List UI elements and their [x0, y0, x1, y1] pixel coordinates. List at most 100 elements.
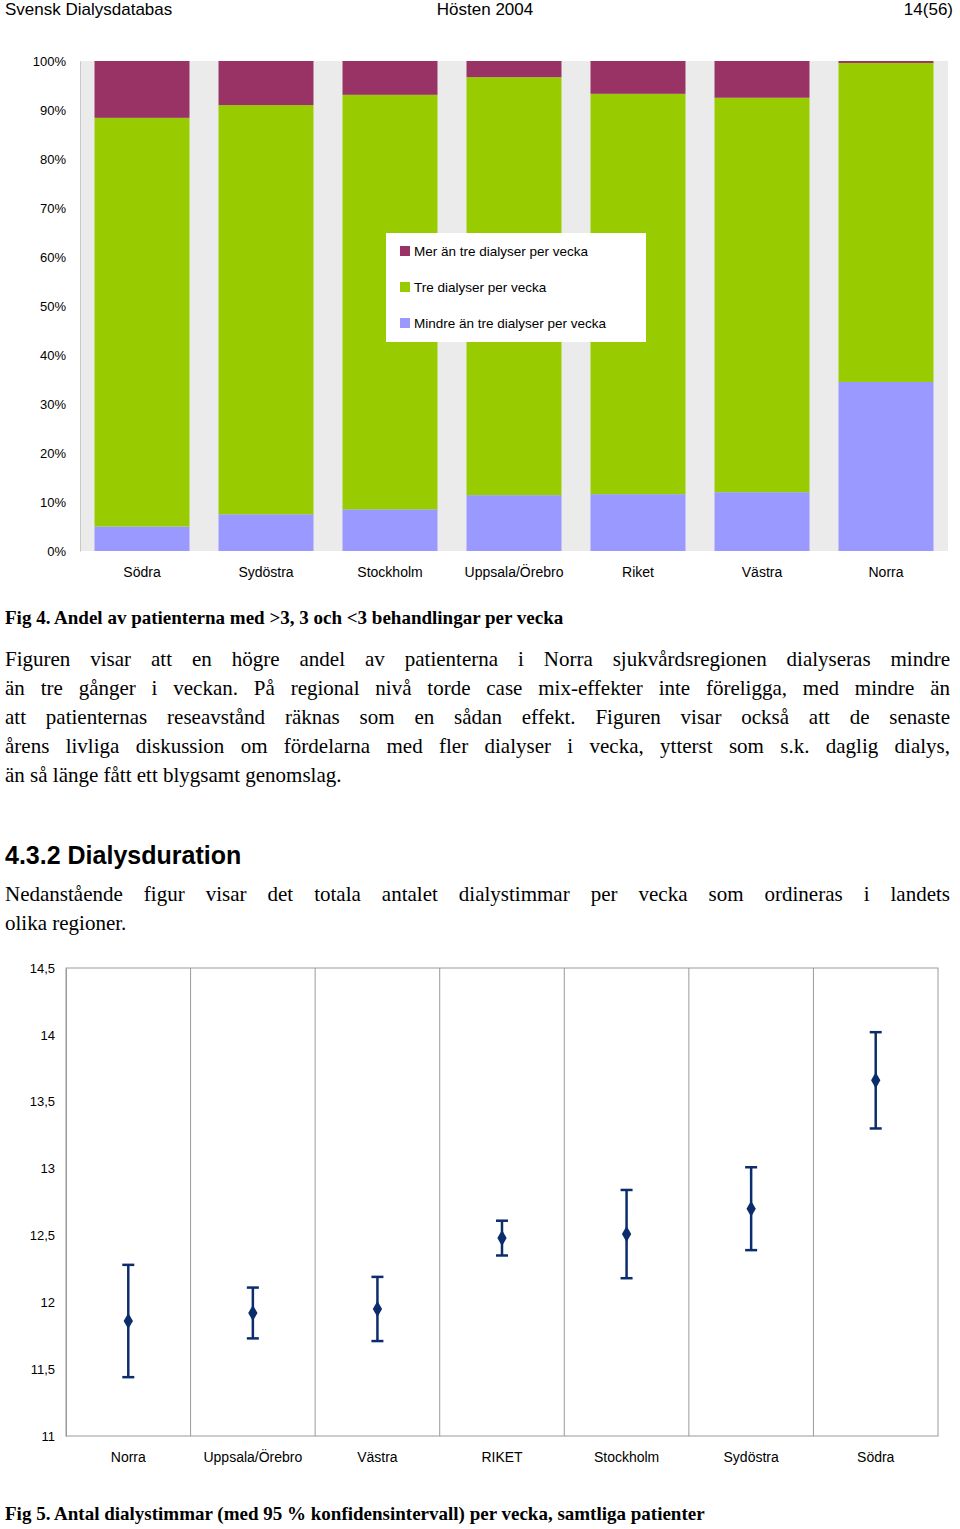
bar [219, 61, 314, 105]
y-tick-label: 60% [40, 250, 66, 265]
y-tick-label: 30% [40, 397, 66, 412]
y-tick-label: 13,5 [30, 1094, 55, 1109]
x-tick: Södra [857, 1436, 895, 1465]
x-tick-label: Sydöstra [238, 564, 293, 580]
y-tick-label: 14 [41, 1028, 55, 1043]
x-tick: Sydöstra [238, 551, 293, 580]
paragraph-line: än så länge fått ett blygsamt genomslag. [5, 761, 950, 790]
y-tick: 80% [40, 152, 80, 167]
y-tick: 14 [41, 1028, 66, 1043]
x-tick: RIKET [481, 1436, 523, 1465]
y-tick: 90% [40, 103, 80, 118]
point [248, 1305, 257, 1321]
bar [467, 61, 562, 77]
category-separator [315, 968, 316, 1436]
y-axis: 0% 10% 20% 30% 40% 50% 60% 70% 80% 90% 100% [33, 54, 81, 559]
x-tick-label: RIKET [481, 1449, 523, 1465]
error-bar [870, 1032, 882, 1128]
y-tick: 50% [40, 299, 80, 314]
y-tick: 20% [40, 446, 80, 461]
x-tick-label: Västra [357, 1449, 398, 1465]
bar [95, 61, 190, 118]
point [373, 1301, 382, 1317]
y-tick-label: 11 [42, 1429, 56, 1444]
y-tick-label: 13 [41, 1161, 55, 1176]
x-tick: Riket [622, 551, 654, 580]
paragraph-line: årens livliga diskussion om fördelarna m… [5, 732, 950, 761]
bar [95, 527, 190, 552]
bar [839, 382, 934, 551]
point [497, 1230, 506, 1246]
legend-swatch [400, 282, 410, 292]
x-tick: Västra [357, 1436, 398, 1465]
error-bar [371, 1277, 383, 1341]
figure-caption: Fig 4. Andel av patienterna med >3, 3 oc… [5, 607, 563, 629]
x-tick-label: Stockholm [357, 564, 422, 580]
legend-box [386, 233, 646, 342]
error-bar-cap [745, 1166, 757, 1169]
y-tick-label: 10% [40, 495, 66, 510]
error-bar [247, 1288, 259, 1339]
x-tick: Uppsala/Örebro [203, 1436, 302, 1465]
error-bar-cap [870, 1031, 882, 1034]
point [124, 1313, 133, 1329]
bar [715, 61, 810, 98]
y-tick-label: 12 [41, 1295, 55, 1310]
error-bar-cap [621, 1277, 633, 1280]
x-axis: NorraUppsala/ÖrebroVästraRIKETStockholmS… [111, 1436, 895, 1465]
y-tick: 13,5 [30, 1094, 66, 1109]
y-tick-label: 14,5 [30, 961, 55, 976]
bar [591, 494, 686, 551]
header-left: Svensk Dialysdatabas [5, 0, 172, 20]
paragraph-line: att patienternas reseavstånd räknas som … [5, 703, 950, 732]
bar [467, 495, 562, 551]
legend-swatch [400, 318, 410, 328]
x-tick-label: Norra [111, 1449, 146, 1465]
figure-caption: Fig 5. Antal dialystimmar (med 95 % konf… [5, 1503, 705, 1525]
point [746, 1201, 755, 1217]
plot-frame [66, 968, 938, 1436]
legend-label: Tre dialyser per vecka [414, 280, 547, 295]
paragraph-line: olika regioner. [5, 909, 950, 938]
y-tick-label: 0% [47, 544, 66, 559]
bar [219, 514, 314, 551]
paragraph-line: än tre gånger i veckan. På regional nivå… [5, 674, 950, 703]
y-tick-label: 40% [40, 348, 66, 363]
x-tick: Stockholm [357, 551, 422, 580]
y-tick-label: 70% [40, 201, 66, 216]
y-tick: 13 [41, 1161, 66, 1176]
error-bar-cap [247, 1286, 259, 1289]
y-tick-label: 20% [40, 446, 66, 461]
category-separator [688, 968, 689, 1436]
error-bar-cap [371, 1340, 383, 1343]
x-axis: Södra Sydöstra Stockholm Uppsala/Örebro Rike… [123, 551, 903, 580]
bar [219, 105, 314, 514]
y-tick: 0% [47, 544, 80, 559]
y-axis: 1111,51212,51313,51414,5 [30, 961, 67, 1444]
error-bar-cap [247, 1337, 259, 1340]
error-bar-cap [745, 1249, 757, 1252]
category-separator [439, 968, 440, 1436]
error-bar [745, 1167, 757, 1250]
x-tick: Södra [123, 551, 161, 580]
x-tick-label: Uppsala/Örebro [203, 1448, 302, 1465]
x-tick-label: Södra [857, 1449, 895, 1465]
paragraph-line: Figuren visar att en högre andel av pati… [5, 645, 950, 674]
error-bar-cap [621, 1189, 633, 1192]
legend-label: Mindre än tre dialyser per vecka [414, 316, 607, 331]
chart-fig5: 1111,51212,51313,51414,5NorraUppsala/Öre… [30, 961, 938, 1465]
bar [343, 61, 438, 95]
x-tick-label: Riket [622, 564, 654, 580]
x-tick-label: Sydöstra [724, 1449, 779, 1465]
y-tick-label: 11,5 [31, 1362, 55, 1377]
error-bar [122, 1265, 134, 1377]
chart-fig4: 0% 10% 20% 30% 40% 50% 60% 70% 80% 90% 100% Södra Sy… [33, 54, 948, 580]
error-bar-cap [371, 1276, 383, 1279]
legend: Mer än tre dialyser per vecka Tre dialyse… [386, 233, 646, 342]
x-tick-label: Västra [742, 564, 783, 580]
legend-label: Mer än tre dialyser per vecka [414, 244, 589, 259]
y-tick: 70% [40, 201, 80, 216]
y-tick: 30% [40, 397, 80, 412]
y-tick: 100% [33, 54, 80, 69]
x-tick: Uppsala/Örebro [465, 551, 564, 580]
